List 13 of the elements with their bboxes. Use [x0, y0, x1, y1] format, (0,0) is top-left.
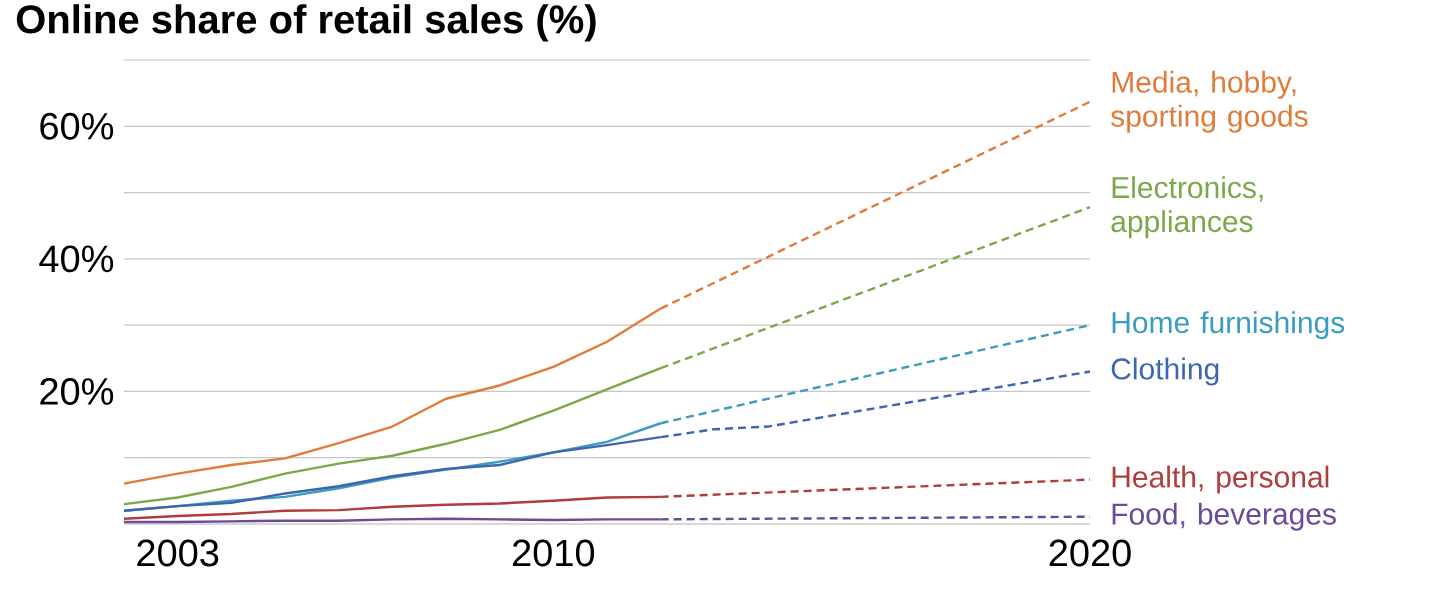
series-label: Electronics, appliances	[1111, 176, 1263, 239]
series-label: Home furnishings	[1112, 311, 1345, 340]
series-label: Clothing	[1111, 357, 1219, 386]
series-label: Food, beverages	[1112, 502, 1336, 531]
y-tick-label: 20%	[40, 377, 114, 405]
series-label: Media, hobby, sporting goods	[1111, 70, 1308, 133]
x-tick-label: 2010	[512, 539, 595, 567]
series-label: Health, personal	[1112, 465, 1329, 494]
y-tick-label: 60%	[40, 112, 114, 140]
chart-title: Online share of retail sales (%)	[16, 4, 596, 42]
y-tick-label: 40%	[39, 245, 114, 273]
x-tick-label: 2020	[1049, 539, 1131, 567]
x-tick-label: 2003	[137, 539, 219, 567]
